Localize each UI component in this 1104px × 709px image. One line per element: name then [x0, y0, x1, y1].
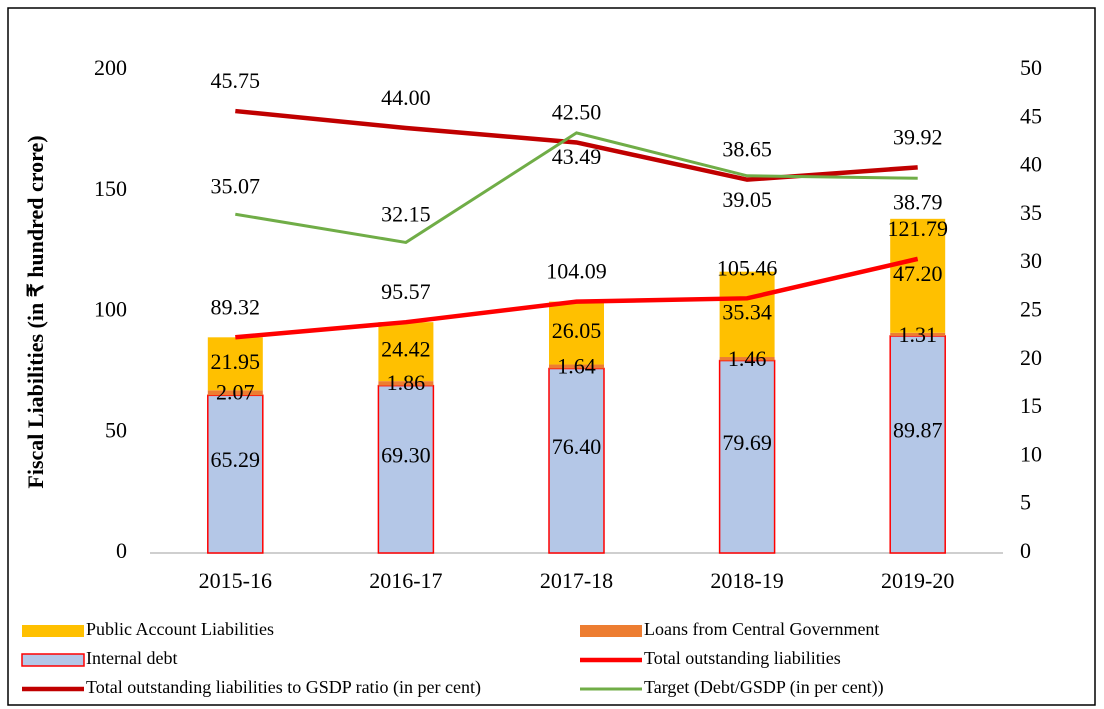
bar-segment: [207, 390, 263, 396]
data-label: 21.95: [211, 349, 261, 374]
bar-segment: [889, 335, 946, 554]
data-label: 1.64: [557, 354, 596, 379]
data-label: 89.87: [893, 418, 943, 443]
bar-segment: [719, 357, 775, 361]
bar-segment: [207, 337, 263, 391]
data-label: 1.46: [728, 346, 767, 371]
data-label: 32.15: [381, 201, 431, 226]
data-label: 44.00: [381, 85, 431, 110]
bar-segment: [549, 364, 604, 369]
y-tick-label: 100: [94, 297, 127, 322]
y2-tick-label: 45: [1020, 103, 1042, 128]
data-label: 65.29: [211, 447, 261, 472]
data-label: 1.31: [898, 322, 937, 347]
y-tick-label: 200: [94, 55, 127, 80]
data-label: 39.05: [722, 187, 772, 212]
data-label: 1.86: [387, 370, 426, 395]
y2-tick-label: 20: [1020, 345, 1042, 370]
bar-segment: [718, 359, 776, 554]
chart-border: [7, 7, 1096, 706]
legend-label: Internal debt: [86, 648, 177, 668]
data-label: 39.92: [893, 124, 943, 149]
data-label: 69.30: [381, 442, 431, 467]
y2-tick-label: 25: [1020, 297, 1042, 322]
y-tick-label: 150: [94, 176, 127, 201]
legend-label: Total outstanding liabilities to GSDP ra…: [86, 677, 481, 698]
data-label: 35.34: [722, 299, 772, 324]
data-label: 76.40: [552, 434, 602, 459]
x-tick-label: 2019-20: [881, 568, 954, 593]
data-label: 105.46: [717, 255, 778, 280]
legend-label: Loans from Central Government: [644, 619, 879, 639]
line-series: [235, 131, 918, 245]
data-label: 42.50: [552, 99, 602, 124]
bar-segment: [378, 322, 434, 382]
x-tick-label: 2018-19: [710, 568, 783, 593]
legend-label: Target (Debt/GSDP (in per cent)): [644, 677, 884, 698]
x-tick-label: 2016-17: [369, 568, 442, 593]
bar-segment: [378, 381, 434, 386]
bar-segment: [377, 384, 435, 554]
bar-segment: [890, 218, 946, 333]
y-axis-label: Fiscal Liabilities (in ₹ hundred crore): [23, 135, 48, 488]
y2-tick-label: 50: [1020, 55, 1042, 80]
y2-tick-label: 35: [1020, 200, 1042, 225]
bar-segment: [890, 332, 946, 336]
x-tick-label: 2017-18: [540, 568, 613, 593]
y-tick-label: 50: [105, 417, 127, 442]
y2-tick-label: 30: [1020, 248, 1042, 273]
bar-segment: [719, 271, 775, 358]
y-tick-label: 0: [116, 538, 127, 563]
bar-segment: [207, 394, 264, 554]
data-label: 47.20: [893, 261, 943, 286]
data-label: 24.42: [381, 337, 431, 362]
data-label: 104.09: [546, 259, 607, 284]
data-label: 89.32: [211, 294, 261, 319]
data-label: 38.79: [893, 189, 943, 214]
y2-tick-label: 10: [1020, 441, 1042, 466]
data-label: 121.79: [887, 216, 948, 241]
data-label: 26.05: [552, 318, 602, 343]
legend-swatch: [22, 625, 84, 637]
data-label: 35.07: [211, 173, 261, 198]
y2-tick-label: 15: [1020, 393, 1042, 418]
x-tick-label: 2015-16: [199, 568, 272, 593]
y2-tick-label: 0: [1020, 538, 1031, 563]
line-series: [235, 256, 919, 340]
legend-label: Total outstanding liabilities: [644, 648, 841, 668]
data-label: 45.75: [211, 68, 261, 93]
y2-tick-label: 5: [1020, 490, 1031, 515]
data-label: 43.49: [552, 144, 602, 169]
data-label: 95.57: [381, 279, 431, 304]
data-label: 79.69: [722, 430, 772, 455]
legend-swatch: [21, 653, 85, 667]
legend-label: Public Account Liabilities: [86, 619, 274, 639]
data-label: 38.65: [722, 137, 772, 162]
bar-segment: [548, 367, 605, 554]
bar-segment: [549, 301, 604, 365]
data-label: 2.07: [216, 379, 255, 404]
legend-swatch: [580, 625, 642, 637]
y2-tick-label: 40: [1020, 152, 1042, 177]
